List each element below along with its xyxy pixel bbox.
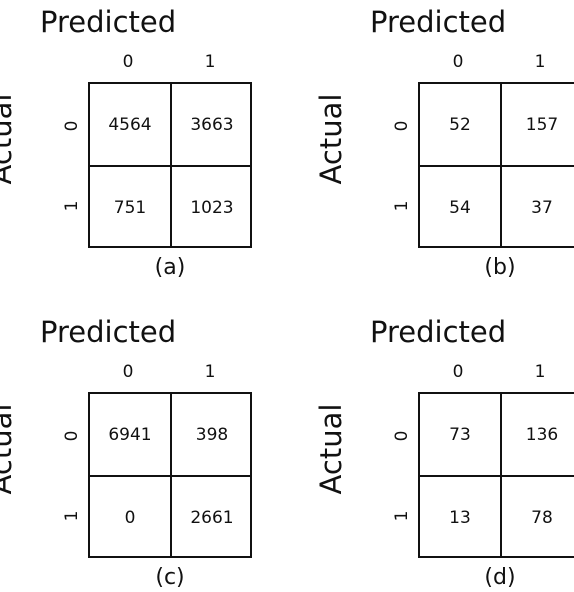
cell-fp: 157 xyxy=(525,114,559,135)
cell-tp: 2661 xyxy=(190,507,234,528)
matrix-caption: (b) xyxy=(484,255,516,280)
confusion-matrix-d: Predicted 0 1 Actual 0 1 73 136 13 78 (d… xyxy=(314,310,574,590)
confusion-matrix-a: Predicted 0 1 Actual 0 1 4564 3663 751 1… xyxy=(0,0,280,280)
cell-tn: 4564 xyxy=(108,114,152,135)
cell-fp: 398 xyxy=(195,424,229,445)
grid-divider-horizontal xyxy=(90,165,250,167)
predicted-title: Predicted xyxy=(40,5,177,39)
row-label-0: 0 xyxy=(392,430,412,442)
col-label-0: 0 xyxy=(122,362,134,382)
cell-fp: 3663 xyxy=(190,114,234,135)
cell-fn: 0 xyxy=(124,507,136,528)
col-label-0: 0 xyxy=(122,52,134,72)
row-label-1: 1 xyxy=(392,200,412,212)
cell-fn: 54 xyxy=(449,197,471,218)
cell-fn: 751 xyxy=(113,197,147,218)
col-label-0: 0 xyxy=(452,362,464,382)
col-label-1: 1 xyxy=(204,362,216,382)
matrix-grid: 73 136 13 78 xyxy=(418,392,574,558)
matrix-grid: 6941 398 0 2661 xyxy=(88,392,252,558)
cell-tp: 78 xyxy=(531,507,553,528)
matrix-caption: (c) xyxy=(155,565,185,590)
row-label-0: 0 xyxy=(392,120,412,132)
cell-fp: 136 xyxy=(525,424,559,445)
col-label-0: 0 xyxy=(452,52,464,72)
cell-tp: 1023 xyxy=(190,197,234,218)
matrix-grid: 52 157 54 37 xyxy=(418,82,574,248)
matrix-caption: (d) xyxy=(484,565,516,590)
row-label-1: 1 xyxy=(62,510,82,522)
col-label-1: 1 xyxy=(534,52,546,72)
actual-label: Actual xyxy=(314,93,348,185)
row-label-0: 0 xyxy=(62,430,82,442)
col-label-1: 1 xyxy=(204,52,216,72)
confusion-matrix-b: Predicted 0 1 Actual 0 1 52 157 54 37 (b… xyxy=(314,0,574,280)
col-label-1: 1 xyxy=(534,362,546,382)
actual-label: Actual xyxy=(0,403,18,495)
actual-label: Actual xyxy=(0,93,18,185)
cell-fn: 13 xyxy=(449,507,471,528)
grid-divider-horizontal xyxy=(90,475,250,477)
cell-tn: 6941 xyxy=(108,424,152,445)
matrix-grid: 4564 3663 751 1023 xyxy=(88,82,252,248)
confusion-matrix-c: Predicted 0 1 Actual 0 1 6941 398 0 2661… xyxy=(0,310,280,590)
grid-divider-horizontal xyxy=(420,475,574,477)
predicted-title: Predicted xyxy=(40,315,177,349)
predicted-title: Predicted xyxy=(370,315,507,349)
predicted-title: Predicted xyxy=(370,5,507,39)
matrix-caption: (a) xyxy=(154,255,186,280)
cell-tp: 37 xyxy=(531,197,553,218)
cell-tn: 52 xyxy=(449,114,471,135)
row-label-1: 1 xyxy=(62,200,82,212)
actual-label: Actual xyxy=(314,403,348,495)
row-label-0: 0 xyxy=(62,120,82,132)
cell-tn: 73 xyxy=(449,424,471,445)
row-label-1: 1 xyxy=(392,510,412,522)
grid-divider-horizontal xyxy=(420,165,574,167)
